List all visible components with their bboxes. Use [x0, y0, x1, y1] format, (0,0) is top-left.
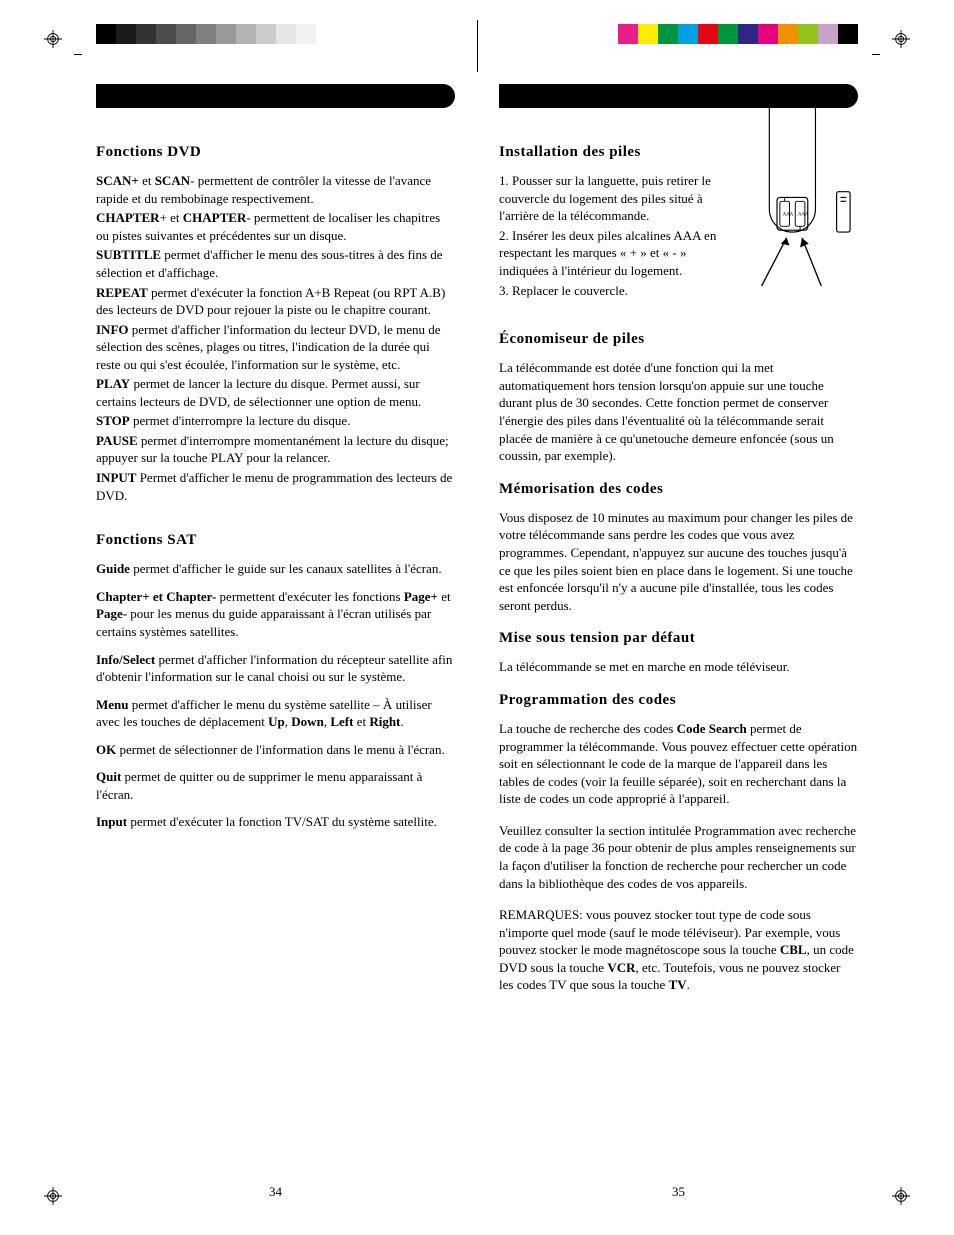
- heading-sat-functions: Fonctions SAT: [96, 530, 455, 550]
- swatch: [758, 24, 778, 44]
- registration-mark-icon: [44, 1187, 62, 1205]
- body-text: Input permet d'exécuter la fonction TV/S…: [96, 813, 455, 831]
- battery-saver-block: La télécommande est dotée d'une fonction…: [499, 359, 858, 464]
- body-text: STOP permet d'interrompre la lecture du …: [96, 412, 455, 430]
- body-text: La télécommande est dotée d'une fonction…: [499, 359, 858, 464]
- body-text: REPEAT permet d'exécuter la fonction A+B…: [96, 284, 455, 319]
- swatch: [698, 24, 718, 44]
- swatch: [316, 24, 336, 44]
- trim-tick: [74, 54, 82, 55]
- page-left: Fonctions DVD SCAN+ et SCAN- permettent …: [96, 84, 455, 1165]
- page-spread: Fonctions DVD SCAN+ et SCAN- permettent …: [96, 84, 858, 1165]
- sat-functions-block: Guide permet d'afficher le guide sur les…: [96, 560, 455, 831]
- body-text: La télécommande se met en marche en mode…: [499, 658, 858, 676]
- swatch: [798, 24, 818, 44]
- swatch: [136, 24, 156, 44]
- spine-tick: [477, 20, 478, 72]
- body-text: PAUSE permet d'interrompre momentanément…: [96, 432, 455, 467]
- battery-install-illustration: AAA AAA: [742, 84, 862, 334]
- code-programming-block: La touche de recherche des codes Code Se…: [499, 720, 858, 994]
- color-swatches: [618, 24, 858, 44]
- swatch: [638, 24, 658, 44]
- body-text: Vous disposez de 10 minutes au maximum p…: [499, 509, 858, 614]
- body-text: Quit permet de quitter ou de supprimer l…: [96, 768, 455, 803]
- body-text: OK permet de sélectionner de l'informati…: [96, 741, 455, 759]
- body-text: 2. Insérer les deux piles alcalines AAA …: [499, 227, 728, 280]
- svg-text:AAA: AAA: [783, 213, 794, 218]
- swatch: [276, 24, 296, 44]
- trim-tick: [872, 54, 880, 55]
- body-text: La touche de recherche des codes Code Se…: [499, 720, 858, 808]
- swatch: [216, 24, 236, 44]
- swatch: [738, 24, 758, 44]
- swatch: [718, 24, 738, 44]
- swatch: [96, 24, 116, 44]
- swatch: [818, 24, 838, 44]
- body-text: SCAN+ et SCAN- permettent de contrôler l…: [96, 172, 455, 207]
- body-text: PLAY permet de lancer la lecture du disq…: [96, 375, 455, 410]
- swatch: [618, 24, 638, 44]
- swatch: [176, 24, 196, 44]
- page-number: 35: [499, 1183, 858, 1201]
- heading-dvd-functions: Fonctions DVD: [96, 142, 455, 162]
- body-text: Info/Select permet d'afficher l'informat…: [96, 651, 455, 686]
- swatch: [296, 24, 316, 44]
- swatch: [678, 24, 698, 44]
- page-right: AAA AAA Installation d: [499, 84, 858, 1165]
- swatch: [256, 24, 276, 44]
- page-number: 34: [96, 1183, 455, 1201]
- swatch: [116, 24, 136, 44]
- heading-default-power: Mise sous tension par défaut: [499, 628, 858, 648]
- swatch: [156, 24, 176, 44]
- dvd-functions-block: SCAN+ et SCAN- permettent de contrôler l…: [96, 172, 455, 504]
- print-sheet: Fonctions DVD SCAN+ et SCAN- permettent …: [0, 0, 954, 1235]
- body-text: 3. Replacer le couvercle.: [499, 282, 728, 300]
- heading-code-programming: Programmation des codes: [499, 690, 858, 710]
- svg-text:AAA: AAA: [798, 213, 809, 218]
- swatch: [838, 24, 858, 44]
- body-text: INPUT Permet d'afficher le menu de progr…: [96, 469, 455, 504]
- swatch: [778, 24, 798, 44]
- default-power-block: La télécommande se met en marche en mode…: [499, 658, 858, 676]
- body-text: REMARQUES: vous pouvez stocker tout type…: [499, 906, 858, 994]
- body-text: Chapter+ et Chapter- permettent d'exécut…: [96, 588, 455, 641]
- body-text: Menu permet d'afficher le menu du systèm…: [96, 696, 455, 731]
- swatch: [196, 24, 216, 44]
- body-text: SUBTITLE permet d'afficher le menu des s…: [96, 246, 455, 281]
- section-header-bar: [96, 84, 455, 108]
- swatch: [236, 24, 256, 44]
- body-text: CHAPTER+ et CHAPTER- permettent de local…: [96, 209, 455, 244]
- print-color-bar: [0, 20, 954, 48]
- body-text: 1. Pousser sur la languette, puis retire…: [499, 172, 728, 225]
- swatch: [658, 24, 678, 44]
- body-text: Veuillez consulter la section intitulée …: [499, 822, 858, 892]
- registration-mark-icon: [892, 1187, 910, 1205]
- body-text: INFO permet d'afficher l'information du …: [96, 321, 455, 374]
- body-text: Guide permet d'afficher le guide sur les…: [96, 560, 455, 578]
- heading-code-memory: Mémorisation des codes: [499, 479, 858, 499]
- grayscale-swatches: [96, 24, 336, 44]
- code-memory-block: Vous disposez de 10 minutes au maximum p…: [499, 509, 858, 614]
